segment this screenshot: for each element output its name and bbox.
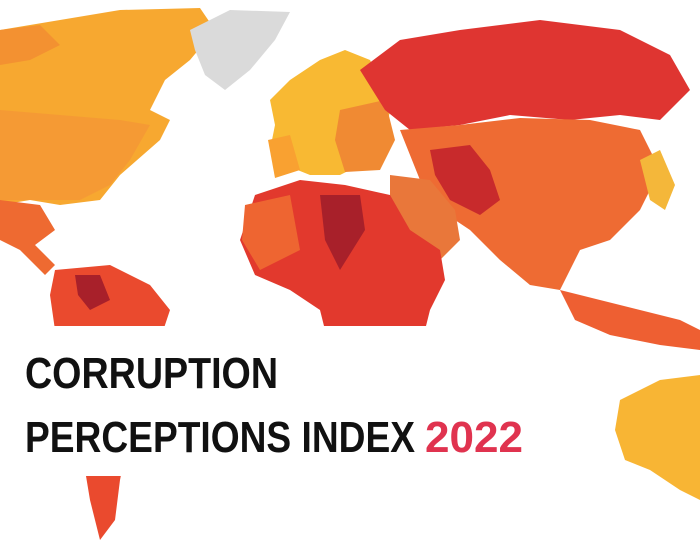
arabia — [390, 175, 460, 260]
southeast-asia — [560, 290, 700, 350]
united-states — [0, 110, 150, 200]
europe-east — [335, 100, 395, 172]
title-line-1: CORRUPTION — [25, 349, 278, 398]
title-line-2: PERCEPTIONS INDEX — [25, 413, 415, 462]
australia — [615, 375, 700, 500]
west-africa — [242, 195, 300, 270]
central-america — [0, 200, 55, 275]
alaska — [0, 25, 60, 65]
venezuela — [75, 275, 110, 310]
japan — [640, 150, 675, 210]
title-year: 2022 — [425, 413, 523, 462]
title-box — [0, 326, 540, 476]
greenland — [190, 10, 290, 90]
russia — [360, 20, 690, 130]
libya-chad — [320, 195, 365, 270]
iberia — [268, 135, 300, 178]
central-asia — [430, 145, 500, 215]
